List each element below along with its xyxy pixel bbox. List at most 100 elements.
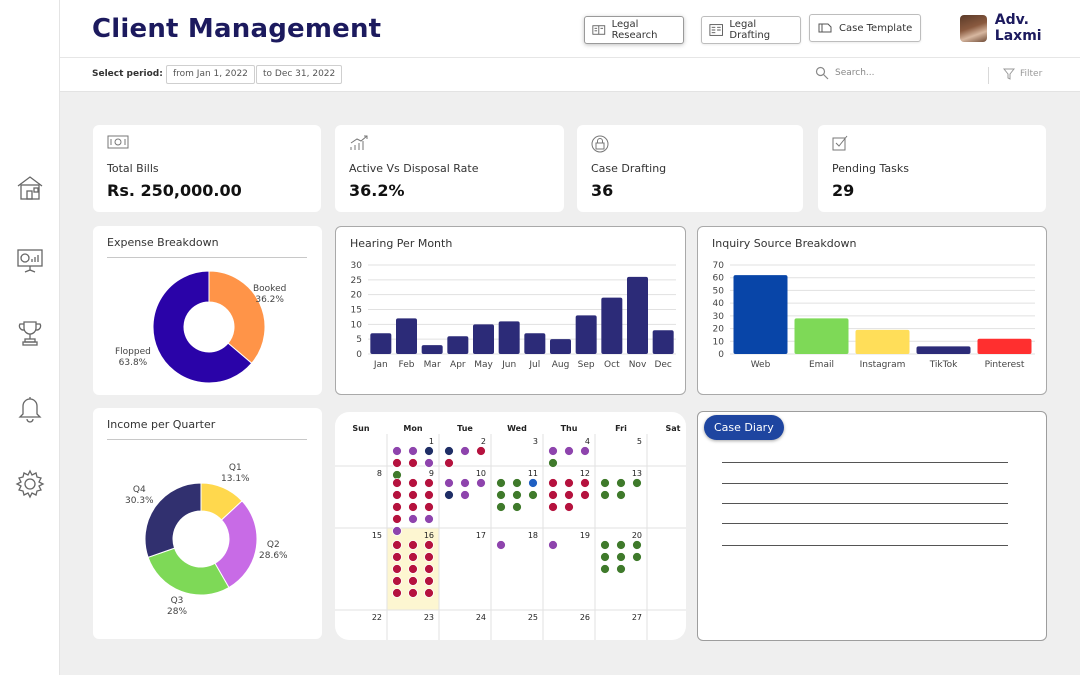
calendar-event-dot[interactable]	[548, 446, 558, 456]
calendar-event-dot[interactable]	[580, 478, 590, 488]
calendar-event-dot[interactable]	[424, 540, 434, 550]
calendar-event-dot[interactable]	[424, 514, 434, 524]
calendar-event-dot[interactable]	[512, 490, 522, 500]
calendar-event-dot[interactable]	[392, 446, 402, 456]
calendar-event-dot[interactable]	[548, 458, 558, 468]
search-input[interactable]: Search...	[815, 66, 875, 80]
calendar-event-dot[interactable]	[444, 446, 454, 456]
sidebar-item-presentation[interactable]	[12, 242, 48, 278]
calendar-day-number[interactable]: 1	[429, 437, 434, 446]
calendar-event-dot[interactable]	[408, 446, 418, 456]
calendar-event-dot[interactable]	[460, 478, 470, 488]
calendar-event-dot[interactable]	[444, 458, 454, 468]
calendar-day-number[interactable]: 23	[424, 613, 434, 622]
calendar-day-number[interactable]: 16	[424, 531, 434, 540]
calendar-day-number[interactable]: 2	[481, 437, 486, 446]
calendar-event-dot[interactable]	[392, 576, 402, 586]
calendar-day-number[interactable]: 20	[632, 531, 642, 540]
calendar-event-dot[interactable]	[496, 502, 506, 512]
calendar-event-dot[interactable]	[512, 502, 522, 512]
calendar-event-dot[interactable]	[616, 540, 626, 550]
calendar-event-dot[interactable]	[616, 478, 626, 488]
case-diary-button[interactable]: Case Diary	[704, 415, 784, 440]
calendar-event-dot[interactable]	[616, 490, 626, 500]
calendar-day-number[interactable]: 15	[372, 531, 382, 540]
user-profile[interactable]: Adv. Laxmi	[960, 12, 1080, 44]
calendar-event-dot[interactable]	[392, 490, 402, 500]
calendar-event-dot[interactable]	[408, 540, 418, 550]
calendar-event-dot[interactable]	[424, 446, 434, 456]
calendar-day-number[interactable]: 4	[585, 437, 590, 446]
calendar-event-dot[interactable]	[528, 478, 538, 488]
calendar-day-number[interactable]: 5	[637, 437, 642, 446]
case-template-button[interactable]: Case Template	[809, 14, 921, 42]
calendar-day-number[interactable]: 13	[632, 469, 642, 478]
calendar-event-dot[interactable]	[392, 514, 402, 524]
calendar-event-dot[interactable]	[424, 502, 434, 512]
calendar-event-dot[interactable]	[408, 552, 418, 562]
calendar-day-number[interactable]: 10	[476, 469, 486, 478]
calendar-event-dot[interactable]	[424, 458, 434, 468]
calendar-event-dot[interactable]	[392, 564, 402, 574]
calendar-day-number[interactable]: 24	[476, 613, 486, 622]
calendar-day-number[interactable]: 25	[528, 613, 538, 622]
calendar-event-dot[interactable]	[600, 490, 610, 500]
calendar-event-dot[interactable]	[424, 564, 434, 574]
calendar-event-dot[interactable]	[580, 446, 590, 456]
calendar-day-number[interactable]: 3	[533, 437, 538, 446]
calendar-event-dot[interactable]	[548, 502, 558, 512]
calendar-event-dot[interactable]	[632, 540, 642, 550]
calendar-event-dot[interactable]	[496, 540, 506, 550]
calendar-day-number[interactable]: 18	[528, 531, 538, 540]
calendar-event-dot[interactable]	[444, 490, 454, 500]
calendar-event-dot[interactable]	[444, 478, 454, 488]
calendar-day-number[interactable]: 12	[580, 469, 590, 478]
calendar-event-dot[interactable]	[564, 446, 574, 456]
legal-research-button[interactable]: Legal Research	[584, 16, 684, 44]
calendar-event-dot[interactable]	[392, 540, 402, 550]
calendar-event-dot[interactable]	[600, 552, 610, 562]
calendar-day-number[interactable]: 26	[580, 613, 590, 622]
calendar-event-dot[interactable]	[616, 564, 626, 574]
calendar-event-dot[interactable]	[600, 564, 610, 574]
calendar-event-dot[interactable]	[408, 458, 418, 468]
sidebar-item-settings[interactable]	[12, 466, 48, 502]
calendar-event-dot[interactable]	[496, 490, 506, 500]
calendar-event-dot[interactable]	[476, 446, 486, 456]
calendar-event-dot[interactable]	[460, 490, 470, 500]
to-date-field[interactable]: to Dec 31, 2022	[256, 65, 343, 84]
calendar-event-dot[interactable]	[392, 478, 402, 488]
calendar-day-number[interactable]: 19	[580, 531, 590, 540]
from-date-field[interactable]: from Jan 1, 2022	[166, 65, 255, 84]
calendar-day-number[interactable]: 22	[372, 613, 382, 622]
calendar-event-dot[interactable]	[408, 502, 418, 512]
calendar-event-dot[interactable]	[600, 478, 610, 488]
calendar-event-dot[interactable]	[632, 552, 642, 562]
calendar-event-dot[interactable]	[548, 490, 558, 500]
calendar-event-dot[interactable]	[496, 478, 506, 488]
calendar-event-dot[interactable]	[392, 502, 402, 512]
calendar-event-dot[interactable]	[408, 478, 418, 488]
calendar-event-dot[interactable]	[408, 514, 418, 524]
calendar-event-dot[interactable]	[580, 490, 590, 500]
calendar-day-number[interactable]: 11	[528, 469, 538, 478]
calendar-event-dot[interactable]	[424, 552, 434, 562]
sidebar-item-home[interactable]	[12, 170, 48, 206]
calendar-event-dot[interactable]	[408, 576, 418, 586]
calendar-event-dot[interactable]	[564, 490, 574, 500]
sidebar-item-notifications[interactable]	[12, 390, 48, 426]
calendar-event-dot[interactable]	[528, 490, 538, 500]
calendar-event-dot[interactable]	[460, 446, 470, 456]
calendar-event-dot[interactable]	[564, 478, 574, 488]
calendar-event-dot[interactable]	[392, 552, 402, 562]
calendar-event-dot[interactable]	[392, 588, 402, 598]
calendar-event-dot[interactable]	[392, 458, 402, 468]
calendar-event-dot[interactable]	[424, 490, 434, 500]
calendar-event-dot[interactable]	[548, 540, 558, 550]
calendar-day-number[interactable]: 27	[632, 613, 642, 622]
calendar-event-dot[interactable]	[408, 564, 418, 574]
calendar-event-dot[interactable]	[424, 478, 434, 488]
calendar-event-dot[interactable]	[600, 540, 610, 550]
calendar-event-dot[interactable]	[512, 478, 522, 488]
calendar-event-dot[interactable]	[408, 588, 418, 598]
